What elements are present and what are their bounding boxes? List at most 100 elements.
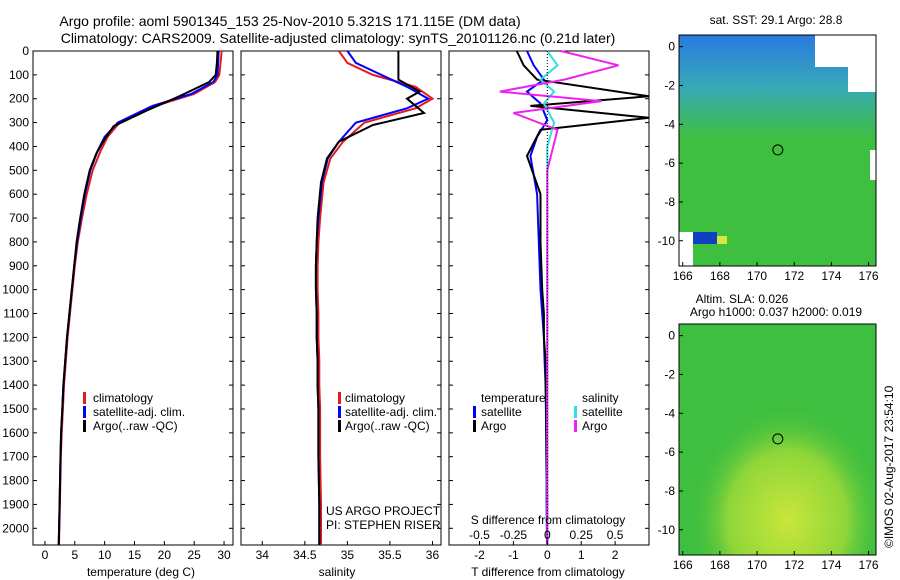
map-y-tick-label: -4 [664,117,675,131]
map-x-tick-label: 172 [784,269,804,283]
map-x-tick-label: 166 [673,269,693,283]
depth-tick-label: 1600 [2,426,29,440]
salinity-panel: 34 34.5 35 35.5 36 salinity climatology sate… [240,50,442,579]
legend-s-satellite: satellite [582,405,623,419]
legend-swatch-climatology-2 [338,392,341,404]
sla-map-subtitle: Argo h1000: 0.037 h2000: 0.019 [690,305,862,319]
legend-t-argo: Argo [481,419,507,433]
salinity-profile-line-climatology [316,50,435,545]
map-y-tick-label: -8 [664,484,675,498]
temperature-profile-line-satellite-adj-clim- [57,50,220,546]
depth-tick-label: 1800 [2,474,29,488]
sst-land-mask-4 [679,232,693,266]
x-tick-label: 35 [341,548,355,562]
legend-temperature-head: temperature [481,391,546,405]
depth-tick-label: 1200 [2,330,29,344]
difference-panel: -2 -1 0 1 2 -0.5 -0.25 0 0.25 0.5 S difference f… [448,50,650,579]
map-x-tick-label: 176 [859,558,879,572]
depth-tick-label: 1000 [2,283,29,297]
legend-label-argo: Argo(..raw -QC) [93,419,178,433]
depth-tick-label: 800 [9,235,29,249]
x-tick-label: 34 [256,548,270,562]
sst-land-mask-3 [870,150,876,180]
legend-label-climatology: climatology [93,391,153,405]
temperature-legend: climatology satellite-adj. clim. Argo(..… [83,391,185,433]
map-x-tick-label: 170 [747,269,767,283]
figure-title-line1: Argo profile: aoml 5901345_153 25-Nov-20… [59,13,520,29]
sst-field [679,35,876,266]
sst-yellow-spot [717,236,727,244]
depth-tick-label: 100 [9,68,29,82]
salinity-xlabel: salinity [319,565,356,579]
map-x-tick-label: 170 [747,558,767,572]
top-tick-label: -0.25 [500,528,528,542]
map-y-tick-label: -6 [664,156,675,170]
map-y-tick-label: -6 [664,445,675,459]
legend-swatch-satellite [83,406,86,418]
figure-title-line2: Climatology: CARS2009. Satellite-adjuste… [61,30,616,46]
x-tick-label: 5 [71,548,78,562]
x-tick-label: 0 [544,548,551,562]
legend-swatch-satellite-2 [338,406,341,418]
x-tick-label: 30 [217,548,231,562]
depth-tick-label: 1300 [2,354,29,368]
difference-xlabel-top: S difference from climatology [471,513,626,527]
legend-label-satellite-2: satellite-adj. clim. [345,405,437,419]
x-tick-label: -1 [508,548,519,562]
legend-label-satellite: satellite-adj. clim. [93,405,185,419]
map-x-tick-label: 176 [859,269,879,283]
sst-warm-spot [693,232,717,244]
x-tick-label: 25 [188,548,202,562]
sla-map-panel: Altim. SLA: 0.026 Argo h1000: 0.037 h200… [658,292,879,572]
depth-tick-label: 2000 [2,521,29,535]
map-x-tick-label: 166 [673,558,693,572]
difference-from-climatology-line-temperature-argo [515,50,650,545]
depth-tick-label: 1400 [2,378,29,392]
map-x-tick-label: 172 [784,558,804,572]
difference-from-climatology-line-salinity-argo [499,50,619,545]
x-tick-label: 1 [578,548,585,562]
temperature-profile-line-climatology [58,50,223,546]
x-tick-label: 15 [128,548,142,562]
depth-tick-label: 400 [9,139,29,153]
sla-high-anomaly [679,324,876,555]
map-y-tick-label: -10 [658,523,676,537]
depth-tick-label: 1900 [2,497,29,511]
map-x-tick-label: 168 [710,269,730,283]
legend-swatch-climatology [83,392,86,404]
legend-s-argo: Argo [582,419,608,433]
legend-swatch-argo-2 [338,420,341,432]
sst-float-marker [772,144,784,156]
salinity-legend: climatology satellite-adj. clim. Argo(..… [338,391,437,433]
map-x-tick-label: 168 [710,558,730,572]
temperature-profile-line-argo-raw-qc- [57,50,219,546]
sla-map-title: Altim. SLA: 0.026 [696,292,789,306]
legend-label-argo-2: Argo(..raw -QC) [345,419,430,433]
legend-swatch-t-argo [473,420,476,432]
legend-swatch-argo [83,420,86,432]
map-y-tick-label: -8 [664,195,675,209]
difference-legend: temperature salinity satellite Argo sate… [473,391,623,433]
depth-tick-label: 200 [9,92,29,106]
x-tick-label: 10 [98,548,112,562]
project-note-line1: US ARGO PROJECT [326,504,441,518]
sst-land-mask-2 [848,67,876,92]
legend-swatch-s-argo [574,420,577,432]
map-y-tick-label: -4 [664,406,675,420]
project-note-line2: PI: STEPHEN RISER [326,518,441,532]
map-y-tick-label: -2 [664,78,675,92]
depth-tick-label: 1100 [3,307,29,321]
difference-xlabel: T difference from climatology [471,565,625,579]
depth-tick-label: 500 [9,163,29,177]
map-y-tick-label: -2 [664,367,675,381]
legend-swatch-t-satellite [473,406,476,418]
depth-tick-label: 1500 [2,402,29,416]
sst-map-title: sat. SST: 29.1 Argo: 28.8 [710,13,843,27]
top-tick-label: 0 [544,528,551,542]
x-tick-label: 34.5 [293,548,317,562]
sst-land-mask [815,35,876,67]
map-x-tick-label: 174 [821,558,841,572]
top-tick-label: 0.25 [570,528,594,542]
map-x-tick-label: 174 [821,269,841,283]
